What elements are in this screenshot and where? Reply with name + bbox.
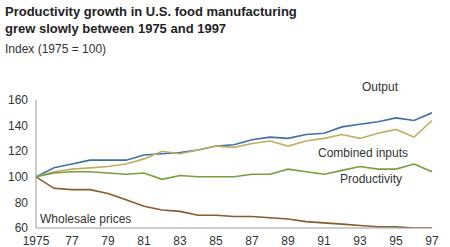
svg-text:140: 140 [8,119,28,133]
html-text:Combined inputs: Combined inputs [318,146,409,160]
svg-text:83: 83 [173,234,187,247]
svg-text:81: 81 [137,234,151,247]
svg-text:95: 95 [389,234,403,247]
svg-text:97: 97 [425,234,439,247]
svg-text:85: 85 [209,234,223,247]
svg-text:87: 87 [245,234,259,247]
svg-text:60: 60 [15,221,29,235]
svg-text:89: 89 [281,234,295,247]
svg-text:120: 120 [8,144,28,158]
html-text:Productivity growth in U.S. fo: Productivity growth in U.S. food manufac… [5,4,297,36]
svg-text:1975: 1975 [23,234,50,247]
html-text:Index (1975 = 100): Index (1975 = 100) [5,42,107,56]
html-text:Output: Output [362,80,398,94]
svg-text:80: 80 [15,196,29,210]
html-text:Productivity: Productivity [340,172,402,186]
svg-text:77: 77 [65,234,79,247]
svg-text:91: 91 [317,234,331,247]
html-text:Wholesale prices: Wholesale prices [40,212,132,226]
svg-text:100: 100 [8,170,28,184]
svg-text:79: 79 [101,234,115,247]
svg-text:93: 93 [353,234,367,247]
svg-text:160: 160 [8,93,28,107]
